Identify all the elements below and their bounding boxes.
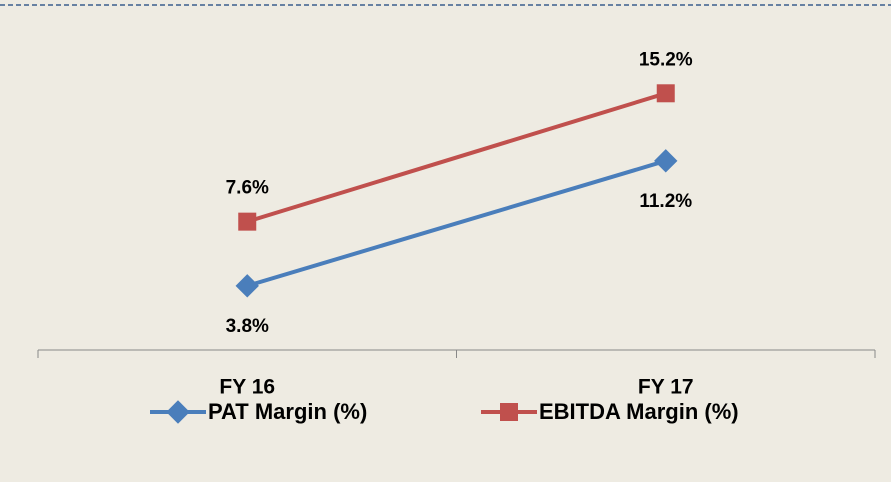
legend-marker bbox=[500, 403, 518, 421]
data-label: 7.6% bbox=[226, 178, 269, 199]
x-tick-label: FY 17 bbox=[638, 376, 694, 399]
x-tick-label: FY 16 bbox=[219, 376, 275, 399]
data-label: 3.8% bbox=[226, 316, 269, 337]
series-line bbox=[246, 91, 667, 224]
marker bbox=[235, 274, 259, 298]
legend-label: PAT Margin (%) bbox=[208, 399, 367, 424]
marker bbox=[654, 149, 678, 173]
legend-label: EBITDA Margin (%) bbox=[539, 399, 739, 424]
marker bbox=[238, 212, 257, 231]
data-label: 15.2% bbox=[639, 49, 693, 70]
data-label: 11.2% bbox=[639, 191, 692, 212]
legend-marker bbox=[166, 400, 190, 424]
series-line bbox=[246, 158, 667, 288]
marker bbox=[656, 84, 675, 103]
